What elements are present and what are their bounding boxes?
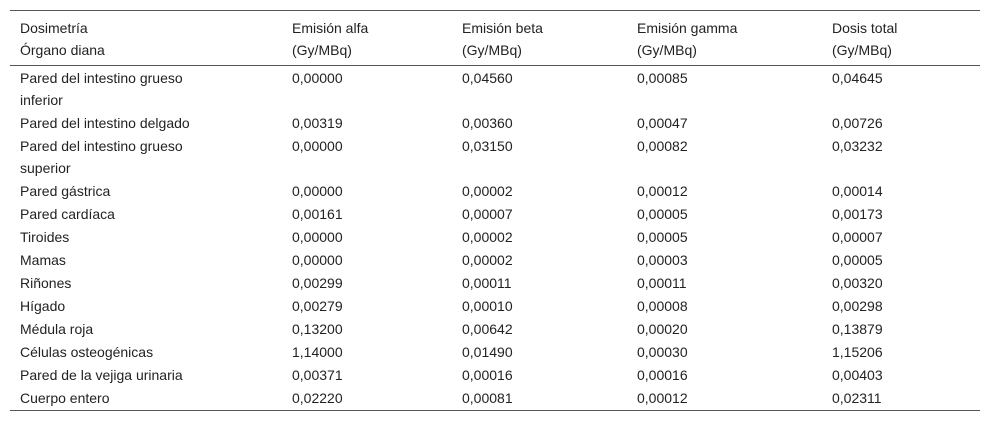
value-cell: 0,00010: [462, 298, 513, 314]
table-row: Mamas 0,00000 0,00002 0,00003 0,00005: [10, 249, 980, 272]
table-row: Cuerpo entero 0,02220 0,00081 0,00012 0,0231…: [10, 387, 980, 411]
value-cell: 0,13879: [832, 321, 883, 337]
value-cell: 0,00014: [832, 183, 883, 199]
header-line: Órgano diana: [20, 42, 105, 58]
value-cell: 0,03232: [832, 138, 883, 154]
header-line: Emisión alfa: [292, 20, 369, 36]
value-cell: 1,14000: [292, 344, 343, 360]
table-row: Médula roja 0,13200 0,00642 0,00020 0,13879: [10, 318, 980, 341]
value-cell: 0,00012: [637, 390, 688, 406]
value-cell: 0,00371: [292, 367, 343, 383]
value-cell: 0,00030: [637, 344, 688, 360]
table-row: Pared del intestino delgado 0,00319 0,0036…: [10, 112, 980, 135]
dose-table: Dosimetría Órgano diana Emisión alfa (Gy/MB…: [10, 10, 980, 411]
value-cell: 0,00403: [832, 367, 883, 383]
table-row: Tiroides 0,00000 0,00002 0,00005 0,00007: [10, 226, 980, 249]
value-cell: 0,00082: [637, 138, 688, 154]
value-cell: 0,00016: [462, 367, 513, 383]
table-row: Pared de la vejiga urinaria 0,00371 0,0001…: [10, 364, 980, 387]
value-cell: 0,00726: [832, 115, 883, 131]
header-cell: Dosis total (Gy/MBq): [822, 11, 980, 66]
header-line: (Gy/MBq): [292, 42, 352, 58]
organ-cell: Pared de la vejiga urinaria: [20, 367, 183, 383]
organ-cell: Células osteogénicas: [20, 344, 154, 360]
header-row: Dosimetría Órgano diana Emisión alfa (Gy/MB…: [10, 10, 980, 66]
value-cell: 0,02311: [832, 390, 882, 406]
value-cell: 0,00047: [637, 115, 688, 131]
table-row: Hígado 0,00279 0,00010 0,00008 0,00298: [10, 295, 980, 318]
value-cell: 0,00000: [292, 70, 343, 86]
value-cell: 0,00298: [832, 298, 883, 314]
value-cell: 1,15206: [832, 344, 883, 360]
value-cell: 0,04560: [462, 70, 513, 86]
organ-cell: Pared del intestino grueso inferior: [20, 70, 183, 108]
value-cell: 0,00642: [462, 321, 513, 337]
header-line: Dosis total: [832, 20, 898, 36]
organ-cell: Pared gástrica: [20, 183, 111, 199]
header-line: Dosimetría: [20, 20, 88, 36]
table-row: Pared gástrica 0,00000 0,00002 0,00012 0,000…: [10, 180, 980, 203]
value-cell: 0,01490: [462, 344, 513, 360]
organ-cell: Médula roja: [20, 321, 94, 337]
table-body: Pared del intestino grueso inferior 0,000…: [10, 66, 980, 411]
value-cell: 0,00000: [292, 229, 343, 245]
value-cell: 0,00320: [832, 275, 883, 291]
value-cell: 0,00005: [637, 206, 688, 222]
value-cell: 0,03150: [462, 138, 513, 154]
header-cell: Dosimetría Órgano diana: [10, 11, 282, 66]
value-cell: 0,00011: [637, 275, 687, 291]
value-cell: 0,00279: [292, 298, 343, 314]
table-header: Dosimetría Órgano diana Emisión alfa (Gy/MB…: [10, 10, 980, 66]
value-cell: 0,00319: [292, 115, 343, 131]
value-cell: 0,00007: [832, 229, 883, 245]
header-cell: Emisión gamma (Gy/MBq): [627, 11, 822, 66]
table-row: Riñones 0,00299 0,00011 0,00011 0,00320: [10, 272, 980, 295]
organ-cell: Pared del intestino grueso superior: [20, 138, 183, 176]
header-line: (Gy/MBq): [637, 42, 697, 58]
value-cell: 0,00360: [462, 115, 513, 131]
value-cell: 0,00000: [292, 138, 343, 154]
header-cell: Emisión beta (Gy/MBq): [452, 11, 627, 66]
organ-cell: Hígado: [20, 298, 66, 314]
table-row: Pared del intestino grueso inferior 0,000…: [10, 66, 980, 113]
value-cell: 0,00299: [292, 275, 343, 291]
value-cell: 0,00085: [637, 70, 688, 86]
value-cell: 0,00003: [637, 252, 688, 268]
value-cell: 0,00020: [637, 321, 688, 337]
value-cell: 0,00016: [637, 367, 688, 383]
header-line: Emisión beta: [462, 20, 543, 36]
value-cell: 0,00012: [637, 183, 688, 199]
header-cell: Emisión alfa (Gy/MBq): [282, 11, 452, 66]
table-row: Células osteogénicas 1,14000 0,01490 0,0003…: [10, 341, 980, 364]
value-cell: 0,00005: [832, 252, 883, 268]
value-cell: 0,00000: [292, 183, 343, 199]
header-line: Emisión gamma: [637, 20, 738, 36]
value-cell: 0,00173: [832, 206, 883, 222]
organ-cell: Pared del intestino delgado: [20, 115, 190, 131]
header-line: (Gy/MBq): [462, 42, 522, 58]
value-cell: 0,02220: [292, 390, 343, 406]
value-cell: 0,00005: [637, 229, 688, 245]
value-cell: 0,00161: [292, 206, 343, 222]
value-cell: 0,00002: [462, 183, 513, 199]
value-cell: 0,00011: [462, 275, 512, 291]
organ-cell: Cuerpo entero: [20, 390, 110, 406]
value-cell: 0,00007: [462, 206, 513, 222]
organ-cell: Mamas: [20, 252, 66, 268]
organ-cell: Tiroides: [20, 229, 70, 245]
table-row: Pared cardíaca 0,00161 0,00007 0,00005 0,001…: [10, 203, 980, 226]
value-cell: 0,00008: [637, 298, 688, 314]
value-cell: 0,04645: [832, 70, 883, 86]
value-cell: 0,00081: [462, 390, 513, 406]
value-cell: 0,00000: [292, 252, 343, 268]
header-line: (Gy/MBq): [832, 42, 892, 58]
table-row: Pared del intestino grueso superior 0,000…: [10, 135, 980, 180]
organ-cell: Pared cardíaca: [20, 206, 115, 222]
organ-cell: Riñones: [20, 275, 72, 291]
value-cell: 0,00002: [462, 252, 513, 268]
value-cell: 0,13200: [292, 321, 343, 337]
value-cell: 0,00002: [462, 229, 513, 245]
